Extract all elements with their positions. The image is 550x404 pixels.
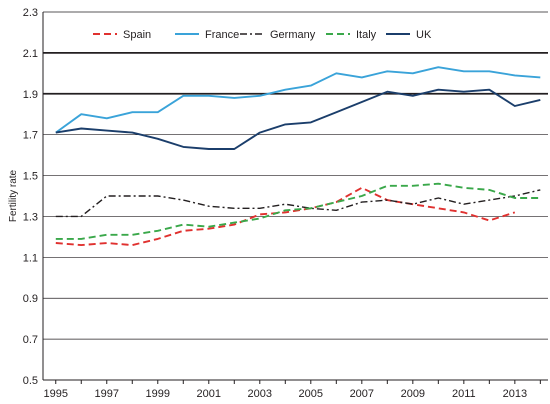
x-tick-label: 2007 [350, 388, 374, 400]
series-line-germany [55, 189, 541, 218]
y-tick-label: 1.9 [23, 89, 38, 101]
y-tick-label: 0.5 [23, 375, 38, 387]
x-tick-label: 2009 [401, 388, 425, 400]
y-axis-label: Fertility rate [8, 169, 19, 222]
x-tick-label: 1999 [146, 388, 170, 400]
gridlines [43, 11, 548, 340]
y-tick-label: 2.3 [23, 7, 38, 19]
x-tick-label: 2005 [299, 388, 323, 400]
y-tick-label: 2.1 [23, 48, 38, 60]
x-tick-label: 2001 [197, 388, 221, 400]
legend: Spain France Germany Italy UK [93, 29, 432, 41]
series-lines [55, 66, 541, 247]
y-tick-label: 0.7 [23, 334, 38, 346]
series-line-spain [55, 186, 516, 247]
x-tick-label: 1997 [95, 388, 119, 400]
x-tick-label: 2013 [503, 388, 527, 400]
x-tick-label: 2011 [452, 388, 476, 400]
y-tick-label: 1.3 [23, 211, 38, 223]
legend-label-spain: Spain [123, 29, 151, 41]
y-tick-label: 0.9 [23, 293, 38, 305]
series-line-italy [55, 182, 541, 240]
y-tick-label: 1.5 [23, 171, 38, 183]
y-tick-label: 1.1 [23, 252, 38, 264]
y-tick-label: 1.7 [23, 130, 38, 142]
series-line-france [55, 66, 541, 134]
axes: 0.5 0.7 0.9 1.1 1.3 1.5 1.7 1.9 2.1 2.3 1995 1997 19… [23, 7, 548, 400]
legend-label-uk: UK [416, 29, 432, 41]
legend-label-germany: Germany [270, 29, 316, 41]
x-tick-label: 2003 [248, 388, 272, 400]
series-line-uk [55, 88, 541, 150]
legend-label-italy: Italy [356, 29, 377, 41]
legend-label-france: France [205, 29, 239, 41]
x-tick-label: 1995 [44, 388, 68, 400]
